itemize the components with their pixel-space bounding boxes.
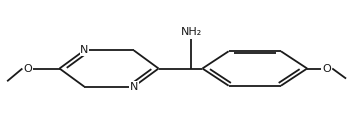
Text: N: N	[130, 82, 138, 92]
Text: O: O	[322, 64, 331, 73]
Text: N: N	[80, 45, 88, 55]
Text: NH₂: NH₂	[180, 27, 202, 37]
Text: O: O	[23, 64, 32, 73]
